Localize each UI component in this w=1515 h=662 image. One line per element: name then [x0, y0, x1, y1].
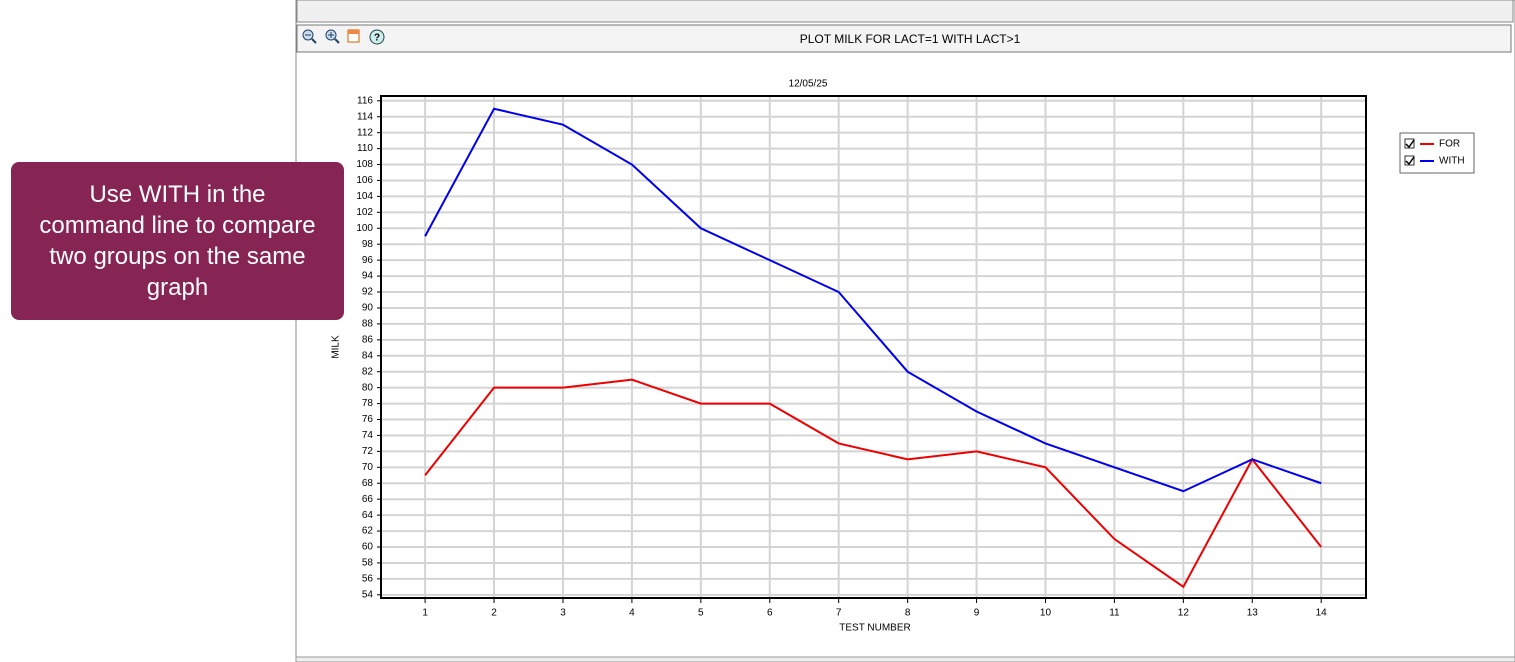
y-tick-label: 90 [362, 303, 374, 314]
y-tick-label: 92 [362, 287, 374, 298]
y-axis-label: MILK [331, 335, 342, 359]
x-tick-label: 11 [1109, 608, 1120, 619]
x-tick-label: 2 [491, 608, 497, 619]
svg-text:?: ? [374, 33, 380, 44]
x-tick-label: 10 [1040, 608, 1052, 619]
y-tick-label: 106 [356, 175, 373, 186]
x-tick-label: 7 [836, 608, 842, 619]
y-tick-label: 84 [362, 350, 374, 361]
y-tick-label: 72 [362, 446, 374, 457]
chart-subtitle: 12/05/25 [789, 79, 828, 90]
x-axis-label: TEST NUMBER [839, 623, 911, 634]
series-line [424, 107, 1322, 493]
y-tick-label: 116 [357, 95, 373, 106]
legend: FOR WITH [1399, 132, 1475, 174]
y-tick-label: 54 [362, 589, 374, 600]
x-tick-label: 4 [629, 608, 635, 619]
y-tick-label: 96 [362, 255, 374, 266]
y-tick-label: 80 [362, 382, 374, 393]
y-tick-label: 112 [357, 127, 373, 138]
y-tick-label: 110 [357, 143, 373, 154]
y-tick-label: 70 [362, 462, 374, 473]
check-mark [1405, 156, 1415, 166]
y-tick-label: 114 [357, 111, 373, 122]
tab-strip [295, 656, 1515, 662]
y-tick-label: 102 [356, 207, 373, 218]
x-tick-label: 13 [1247, 608, 1259, 619]
y-tick-label: 100 [356, 223, 373, 234]
check-mark [1405, 139, 1415, 149]
x-tick-label: 14 [1316, 608, 1328, 619]
x-tick-label: 3 [560, 608, 566, 619]
x-tick-label: 12 [1178, 608, 1190, 619]
legend-label: FOR [1439, 139, 1460, 150]
y-tick-label: 76 [362, 414, 374, 425]
export-button[interactable] [347, 29, 360, 43]
y-tick-label: 68 [362, 478, 374, 489]
y-tick-label: 78 [362, 398, 374, 409]
y-tick-label: 82 [362, 366, 374, 377]
y-tick-label: 58 [362, 558, 374, 569]
x-tick-label: 5 [698, 608, 704, 619]
x-tick-label: 1 [422, 608, 428, 619]
y-tick-label: 74 [362, 430, 374, 441]
x-tick-label: 9 [974, 608, 980, 619]
top-bar [296, 0, 1514, 23]
window-title: PLOT MILK FOR LACT=1 WITH LACT>1 [800, 32, 1021, 46]
series-line [424, 378, 1322, 589]
help-button[interactable]: ? [369, 29, 385, 45]
x-tick-label: 6 [767, 608, 773, 619]
legend-label: WITH [1439, 156, 1465, 167]
callout: Use WITH in the command line to compare tw… [11, 162, 344, 320]
y-tick-label: 56 [362, 574, 374, 585]
y-tick-label: 60 [362, 542, 374, 553]
toolbar [296, 24, 1512, 53]
x-tick-label: 8 [905, 608, 911, 619]
y-tick-label: 104 [356, 191, 373, 202]
y-tick-label: 88 [362, 319, 374, 330]
plot-border [380, 95, 1367, 599]
y-tick-label: 94 [362, 271, 374, 282]
y-tick-label: 98 [362, 239, 374, 250]
zoom-out-button[interactable] [302, 29, 317, 44]
y-tick-label: 86 [362, 334, 374, 345]
callout-line: two groups on the same [49, 243, 306, 270]
zoom-in-button[interactable] [325, 29, 340, 44]
callout-line: graph [146, 274, 209, 301]
y-tick-label: 108 [356, 159, 373, 170]
callout-line: command line to compare [39, 212, 316, 239]
y-tick-label: 64 [362, 510, 374, 521]
y-tick-label: 66 [362, 494, 374, 505]
callout-line: Use WITH in the [89, 181, 266, 208]
y-tick-label: 62 [362, 526, 374, 537]
legend-checkbox[interactable] [1404, 138, 1415, 149]
legend-checkbox[interactable] [1404, 155, 1415, 166]
